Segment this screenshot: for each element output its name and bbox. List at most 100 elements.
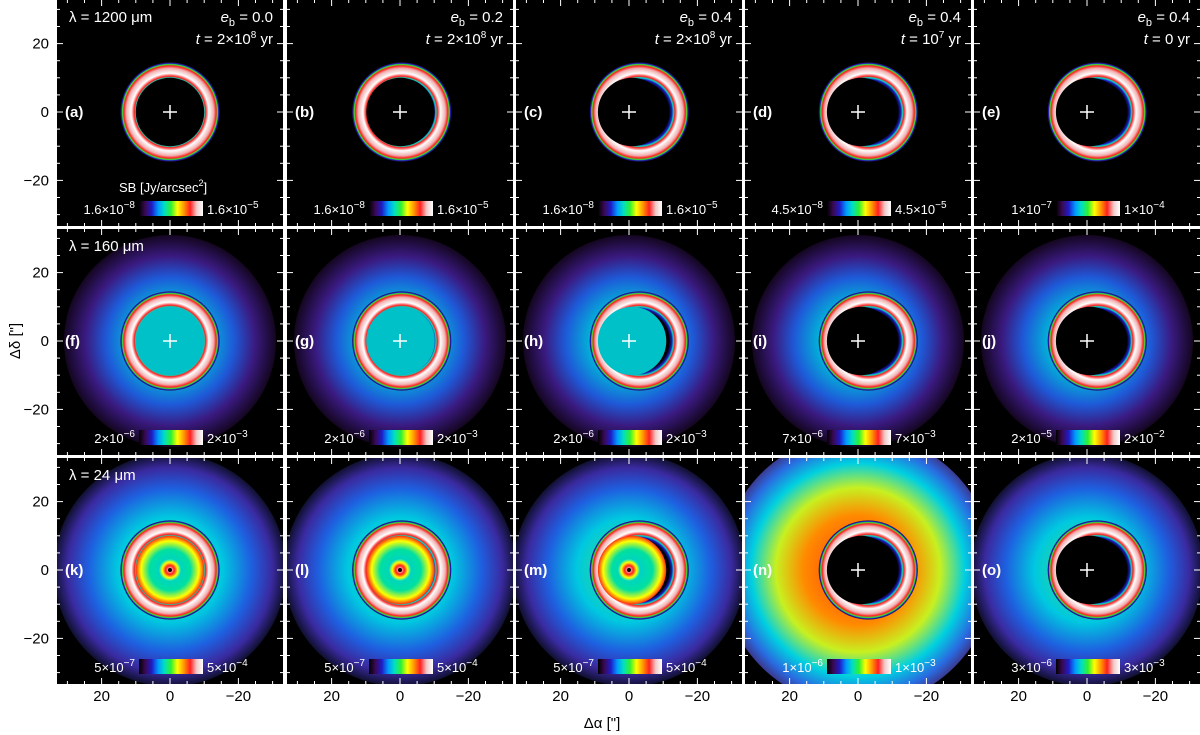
panel-letter: (b) [295,104,314,121]
colorbar-max-label: 5×10−4 [207,658,248,675]
panel-letter: (j) [982,333,996,350]
y-tick-label: 20 [32,36,49,53]
frame-ticks [745,0,971,226]
star-marker [168,568,172,572]
x-axis-label: Δα ["] [584,715,621,732]
colorbar-max-label: 1.6×10−5 [207,200,259,217]
colorbar [598,430,662,445]
panel-letter: (g) [295,333,314,350]
panel-f: (f) 2×10−6 2×10−3 [57,229,283,455]
eccentricity-label: eb = 0.4 [909,9,961,29]
x-tick-label: −20 [914,688,939,705]
panel-h: (h) 2×10−6 2×10−3 [516,229,742,455]
panel-g: (g) 2×10−6 2×10−3 [287,229,513,455]
x-tick-label: 0 [1083,688,1091,705]
colorbar [598,201,662,216]
colorbar [139,201,203,216]
panel-e: (e) 1×10−7 1×10−4 [974,0,1200,226]
frame-ticks [516,0,742,226]
colorbar-min-label: 2×10−6 [94,429,135,446]
colorbar-max-label: 2×10−3 [437,429,478,446]
colorbar-min-label: 5×10−7 [94,658,135,675]
y-tick-label: 0 [41,104,49,121]
colorbar-title: SB [Jy/arcsec2] [119,178,207,195]
panel-c: (c) 1.6×10−8 1.6×10−5 [516,0,742,226]
star-marker [393,105,407,119]
y-tick-label: 20 [32,265,49,282]
frame-ticks [516,458,742,684]
star-marker [163,334,177,348]
colorbar [827,201,891,216]
colorbar-max-label: 5×10−4 [666,658,707,675]
star-marker [1080,105,1094,119]
time-label: t = 2×108 yr [426,30,503,48]
colorbar [598,659,662,674]
colorbar [369,201,433,216]
x-tick-label: 0 [166,688,174,705]
colorbar [369,659,433,674]
star-marker [851,105,865,119]
star-marker [1080,563,1094,577]
colorbar-min-label: 7×10−6 [782,429,823,446]
star-marker [851,334,865,348]
panel-letter: (o) [982,562,1001,579]
x-tick-label: −20 [456,688,481,705]
panel-letter: (k) [65,562,83,579]
colorbar-max-label: 2×10−2 [1124,429,1165,446]
panel-j: (j) 2×10−5 2×10−2 [974,229,1200,455]
frame-ticks [287,458,513,684]
y-axis-label: Δδ ["] [7,323,24,359]
y-tick-label: 0 [41,333,49,350]
colorbar-max-label: 1.6×10−5 [666,200,718,217]
star-marker [851,563,865,577]
x-tick-label: −20 [226,688,251,705]
panel-n: (n) 1×10−6 1×10−3 [745,458,971,684]
axes: 20 20 20 0 0 0 −20 −20 −20 20 20 20 20 20 0 0 0 0 0 −20 −20 −… [24,36,1169,705]
x-tick-label: 0 [854,688,862,705]
y-tick-label: −20 [24,401,49,418]
panel-letter: (c) [524,104,542,121]
panel-letter: (h) [524,333,543,350]
frame-ticks [287,0,513,226]
x-tick-label: 0 [625,688,633,705]
colorbar [139,430,203,445]
x-tick-label: −20 [1143,688,1168,705]
panel-letter: (i) [753,333,767,350]
time-label: t = 0 yr [1144,31,1190,48]
colorbar-min-label: 4.5×10−8 [771,200,823,217]
panel-letter: (l) [295,562,309,579]
panel-b: (b) 1.6×10−8 1.6×10−5 [287,0,513,226]
star-marker [622,105,636,119]
panel-l: (l) 5×10−7 5×10−4 [287,458,513,684]
colorbar-min-label: 1.6×10−8 [313,200,365,217]
frame-ticks [745,458,971,684]
panel-letter: (d) [753,104,772,121]
y-tick-label: 0 [41,562,49,579]
panel-i: (i) 7×10−6 7×10−3 [745,229,971,455]
frame-ticks [745,229,971,455]
frame-ticks [57,0,283,226]
frame-ticks [287,229,513,455]
colorbar-max-label: 1×10−3 [895,658,936,675]
x-tick-label: 20 [323,688,340,705]
star-marker [163,105,177,119]
colorbar [1056,201,1120,216]
colorbar-max-label: 2×10−3 [207,429,248,446]
colorbar [827,659,891,674]
colorbar-min-label: 1.6×10−8 [83,200,135,217]
colorbar [369,430,433,445]
x-tick-label: 20 [1010,688,1027,705]
star-marker [1080,334,1094,348]
wavelength-label: λ = 160 μm [69,238,144,255]
colorbar-max-label: 5×10−4 [437,658,478,675]
x-tick-label: 20 [93,688,110,705]
colorbar-max-label: 3×10−3 [1124,658,1165,675]
panel-d: (d) 4.5×10−8 4.5×10−5 [745,0,971,226]
colorbar [1056,659,1120,674]
panel-k: (k) 5×10−7 5×10−4 [57,458,283,684]
colorbar-min-label: 1.6×10−8 [542,200,594,217]
eccentricity-label: eb = 0.0 [221,9,273,29]
colorbar [827,430,891,445]
colorbar-max-label: 2×10−3 [666,429,707,446]
